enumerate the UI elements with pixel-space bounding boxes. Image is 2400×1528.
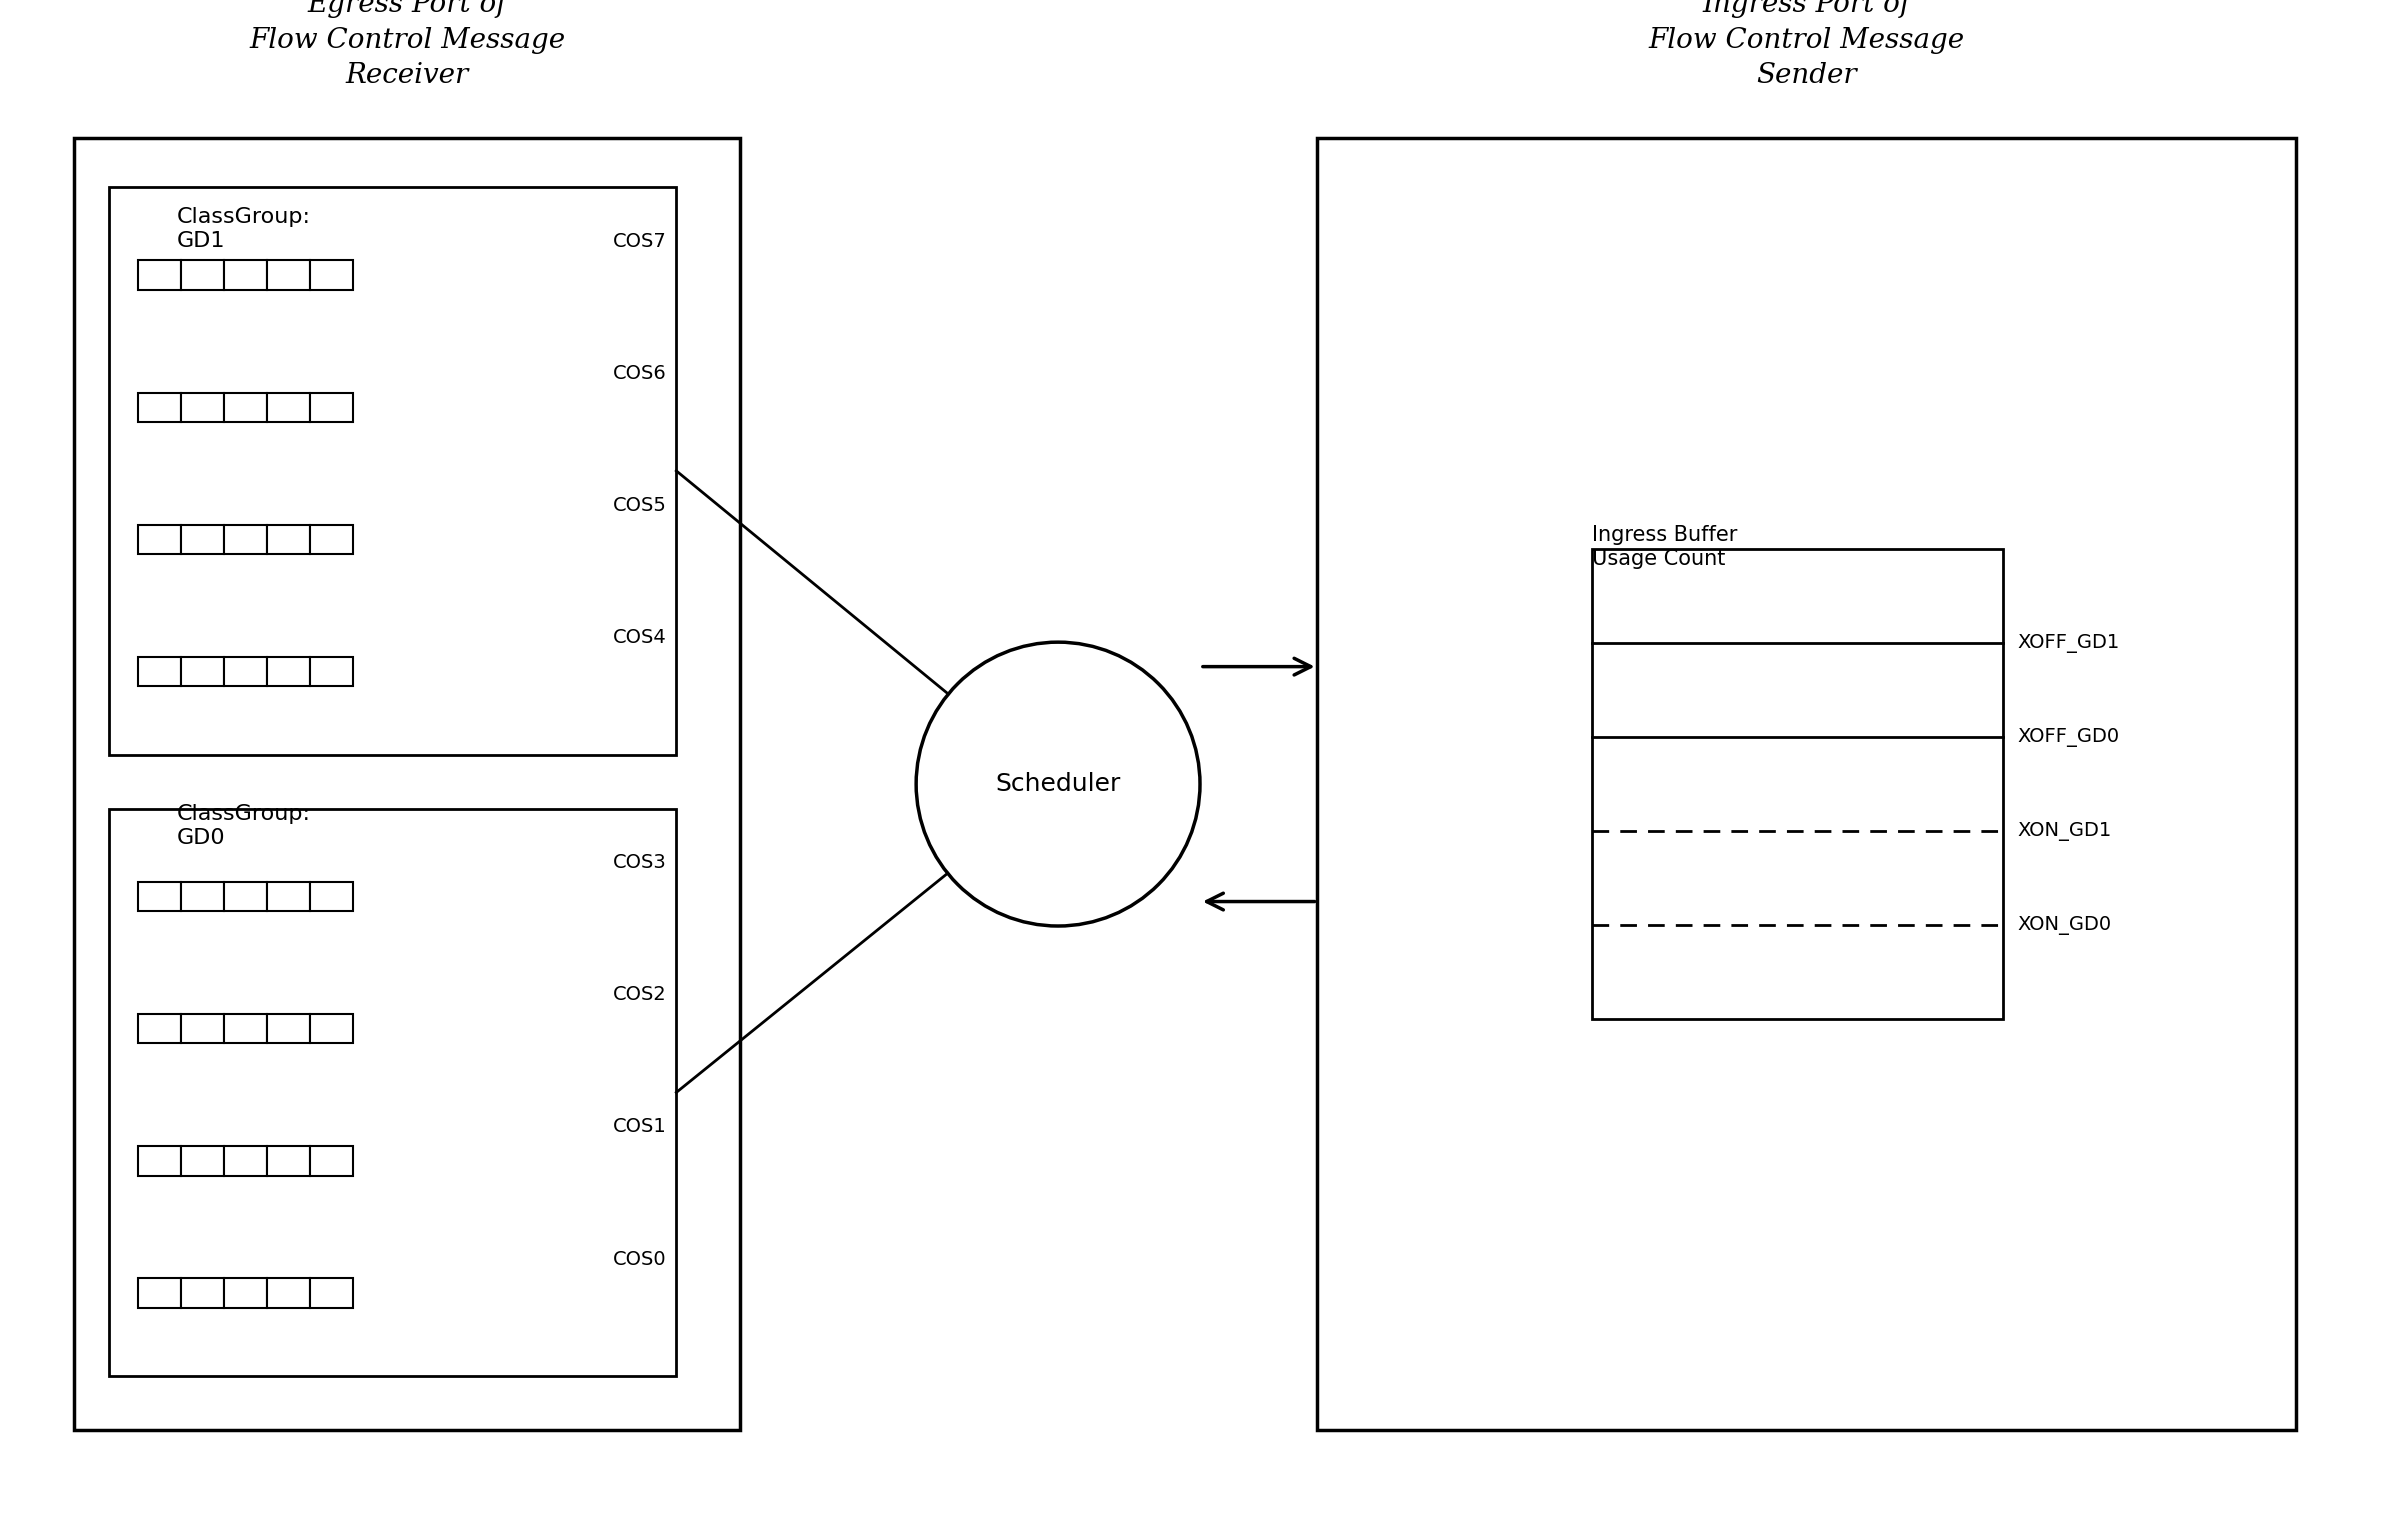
Bar [266,657,310,686]
Text: XON_GD0: XON_GD0 [2018,915,2112,935]
Text: COS3: COS3 [612,853,667,872]
Bar [310,657,353,686]
Bar [180,657,223,686]
Bar [137,657,180,686]
Bar [310,260,353,290]
Bar [180,1146,223,1175]
Bar [310,1015,353,1044]
Text: COS1: COS1 [612,1117,667,1137]
Text: COS0: COS0 [612,1250,667,1268]
Bar [266,882,310,911]
Bar [137,524,180,555]
Bar [266,393,310,422]
Text: Ingress Buffer
Usage Count: Ingress Buffer Usage Count [1591,524,1738,570]
Bar [223,393,266,422]
Bar [310,1279,353,1308]
Bar [108,186,677,755]
Bar [137,393,180,422]
Text: XOFF_GD0: XOFF_GD0 [2018,727,2119,747]
Text: XON_GD1: XON_GD1 [2018,822,2112,840]
Text: XOFF_GD1: XOFF_GD1 [2018,634,2119,652]
Bar [180,1015,223,1044]
Bar [137,1146,180,1175]
Text: Scheduler: Scheduler [996,772,1121,796]
Bar [1318,138,2297,1430]
Bar [266,524,310,555]
Bar [137,882,180,911]
Bar [1591,549,2002,1019]
Text: COS6: COS6 [612,364,667,382]
Text: COS5: COS5 [612,497,667,515]
Bar [137,1279,180,1308]
Text: Egress Port of
Flow Control Message
Receiver: Egress Port of Flow Control Message Rece… [250,0,566,89]
Bar [223,1279,266,1308]
Bar [310,524,353,555]
Bar [266,1146,310,1175]
Text: COS2: COS2 [612,986,667,1004]
Bar [266,260,310,290]
Bar [266,1015,310,1044]
Bar [223,657,266,686]
Bar [223,260,266,290]
Bar [223,1015,266,1044]
Bar [266,1279,310,1308]
Bar [310,882,353,911]
Bar [137,260,180,290]
Text: COS4: COS4 [612,628,667,646]
Bar [74,138,739,1430]
Bar [223,524,266,555]
Text: ClassGroup:
GD1: ClassGroup: GD1 [178,206,312,252]
Bar [180,393,223,422]
Bar [223,882,266,911]
Bar [180,1279,223,1308]
Circle shape [917,642,1200,926]
Bar [180,882,223,911]
Bar [310,393,353,422]
Bar [223,1146,266,1175]
Bar [108,808,677,1377]
Text: Ingress Port of
Flow Control Message
Sender: Ingress Port of Flow Control Message Sen… [1649,0,1966,89]
Bar [310,1146,353,1175]
Text: COS7: COS7 [612,232,667,251]
Bar [180,260,223,290]
Bar [180,524,223,555]
Text: ClassGroup:
GD0: ClassGroup: GD0 [178,804,312,848]
Bar [137,1015,180,1044]
